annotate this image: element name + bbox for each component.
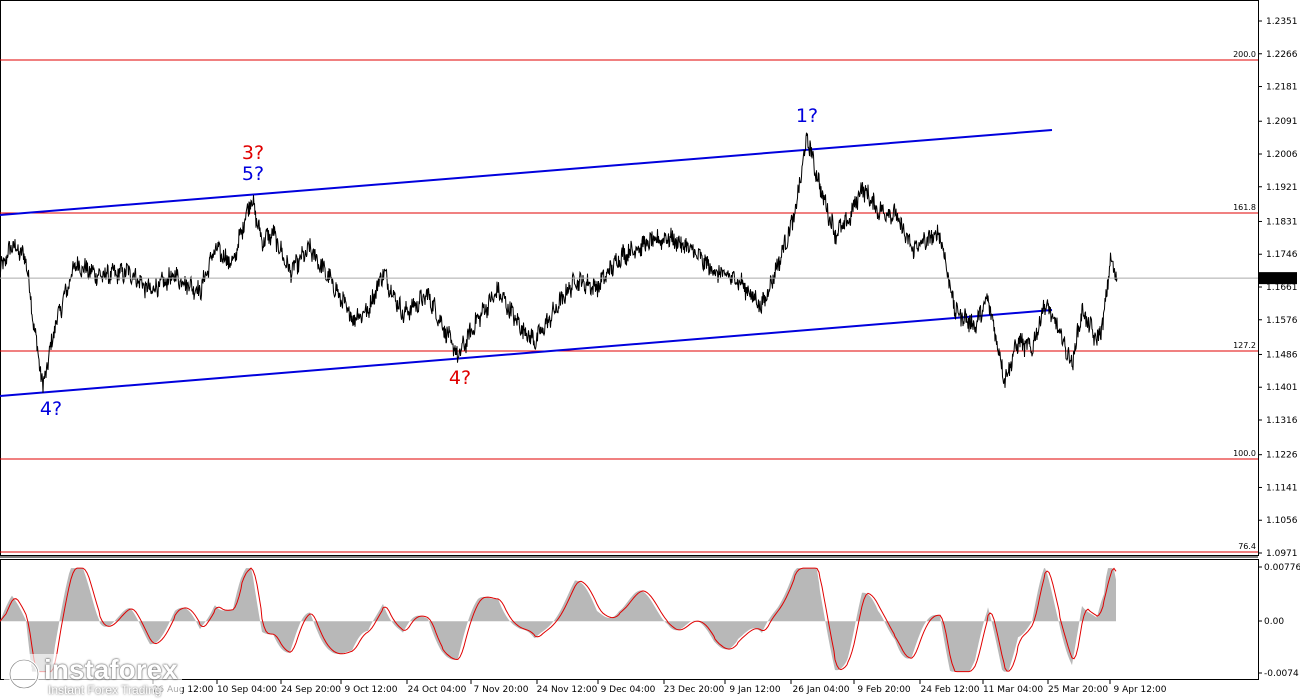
y-tick-label: 1.1401 [1266,383,1298,393]
wave-label: 4? [449,367,471,389]
x-tick-label: 9 Feb 20:00 [857,685,911,695]
price-axis: 1.2351 1.2266 1.2181 1.2091 1.2006 1.1921 1.18… [1258,17,1298,559]
y-tick-label: 1.1226 [1266,451,1298,461]
current-price-badge [1259,272,1297,285]
logo-tagline: Instant Forex Trading [48,683,162,697]
x-tick-label: 24 Sep 20:00 [281,685,341,695]
instaforex-logo: instaforex Instant Forex Trading [4,654,182,698]
y-tick-label: 1.2181 [1266,83,1298,93]
wave-label: 5? [242,163,264,185]
wave-label: 3? [242,142,264,164]
time-axis: 26 Aug 12:00 10 Sep 04:00 24 Sep 20:00 9 Oc… [152,679,1167,695]
fib-level-label: 127.2 [1233,341,1256,350]
wave-label: 1? [796,105,818,127]
y-tick-label: 1.1921 [1266,183,1298,193]
fib-level-label: 200.0 [1233,50,1256,59]
y-tick-label: 1.2266 [1266,50,1298,60]
fib-level-label: 161.8 [1233,203,1256,212]
osc-tick-label: -0.0074 [1264,669,1299,679]
x-tick-label: 9 Oct 12:00 [345,685,398,695]
trend-channel [0,129,1053,397]
y-tick-label: 1.1831 [1266,217,1298,227]
y-tick-label: 1.0971 [1266,549,1298,559]
current-price-label: 1.1684 [1264,274,1296,284]
wave-labels: 4? 3?5? 4? 1? [40,105,818,420]
x-tick-label: 9 Apr 12:00 [1114,685,1167,695]
y-tick-label: 1.1746 [1266,250,1298,260]
osc-tick-label: 0.00776 [1264,563,1300,573]
y-tick-label: 1.1316 [1266,416,1298,426]
price-line [0,132,1118,393]
x-tick-label: 24 Oct 04:00 [408,685,467,695]
y-tick-label: 1.2351 [1266,17,1298,27]
x-tick-label: 11 Mar 04:00 [983,685,1043,695]
y-tick-label: 1.2006 [1266,150,1298,160]
upper-channel-line [0,129,1053,216]
x-tick-label: 26 Jan 04:00 [793,685,850,695]
logo-brand-text: instaforex [44,654,178,685]
lower-channel-line [0,309,1053,397]
fib-level-label: 100.0 [1233,449,1256,458]
logo-mark-icon [8,658,40,690]
x-tick-label: 9 Dec 04:00 [601,685,656,695]
price-series [0,132,1118,393]
x-tick-label: 23 Dec 20:00 [664,685,725,695]
y-tick-label: 1.1661 [1266,283,1298,293]
fib-level-label: 76.4 [1238,542,1256,551]
fibonacci-levels: 200.0 161.8 127.2 100.0 76.4 [0,50,1258,553]
osc-tick-label: 0.00 [1264,617,1284,627]
y-tick-label: 1.1576 [1266,316,1298,326]
y-tick-label: 1.1486 [1266,350,1298,360]
y-tick-label: 1.1056 [1266,516,1298,526]
oscillator-series [0,567,1117,673]
oscillator-signal-line [0,567,1117,673]
y-tick-label: 1.1141 [1266,483,1298,493]
x-tick-label: 10 Sep 04:00 [217,685,277,695]
oscillator-axis: 0.00776 0.00 -0.0074 [1258,563,1300,679]
x-tick-label: 24 Feb 12:00 [920,685,979,695]
x-tick-label: 25 Mar 20:00 [1048,685,1108,695]
y-tick-label: 1.2091 [1266,117,1298,127]
current-price-marker: 1.1684 [0,272,1297,285]
wave-label: 4? [40,398,62,420]
oscillator-panel-frame [0,559,1259,680]
x-tick-label: 9 Jan 12:00 [729,685,781,695]
x-tick-label: 26 Aug 12:00 [153,685,214,695]
x-tick-label: 7 Nov 20:00 [474,685,529,695]
x-tick-label: 24 Nov 12:00 [537,685,598,695]
